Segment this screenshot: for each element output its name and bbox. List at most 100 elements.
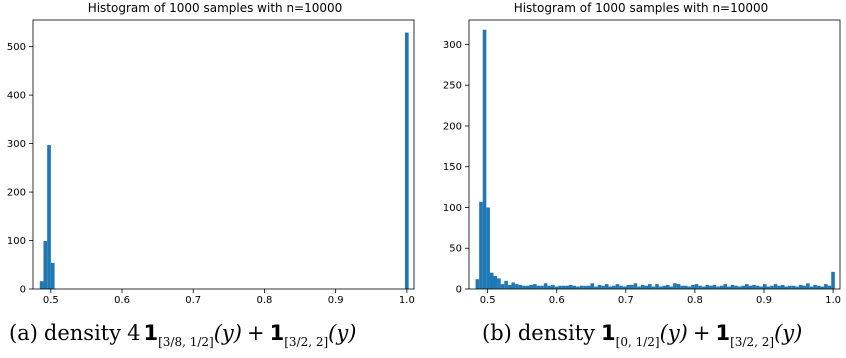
panel-b-bar-67 bbox=[716, 286, 720, 289]
panel-a-ytick-label-1: 100 bbox=[7, 236, 26, 247]
panel-b-ytick-label-2: 100 bbox=[443, 203, 462, 214]
caption-b-label: (b) bbox=[482, 321, 512, 345]
panel-b-bar-75 bbox=[745, 284, 749, 289]
panel-a-bar-3 bbox=[50, 262, 55, 289]
panel-b-bar-41 bbox=[622, 286, 627, 289]
panel-b-bar-87 bbox=[788, 285, 792, 289]
panel-a-axes-frame bbox=[32, 19, 415, 290]
caption-a-label: (a) bbox=[9, 321, 38, 345]
panel-b-bar-90 bbox=[798, 284, 803, 289]
panel-a-ytick-label-5: 500 bbox=[7, 42, 26, 53]
panel-b-ytick-label-3: 150 bbox=[443, 162, 462, 173]
panel-b-bar-88 bbox=[791, 285, 796, 289]
panel-b-bar-34 bbox=[597, 284, 602, 289]
panel-b-bar-54 bbox=[669, 286, 674, 289]
panel-b-bar-35 bbox=[601, 285, 605, 289]
panel-b-bar-2 bbox=[482, 29, 487, 290]
panel-b-bar-36 bbox=[604, 284, 609, 289]
caption-a-var1: (y) bbox=[214, 321, 242, 345]
panel-b-bar-63 bbox=[701, 286, 706, 289]
panel-a-bars bbox=[39, 32, 409, 289]
panel-b-xtick-label-1: 0.6 bbox=[549, 295, 565, 306]
panel-b-bar-25 bbox=[565, 285, 569, 289]
panel-b-bar-14 bbox=[525, 285, 530, 289]
panel-b-bar-13 bbox=[522, 285, 526, 289]
panel-a-xtick-label-1: 0.6 bbox=[114, 295, 130, 306]
panel-a-xtick-label-5: 1.0 bbox=[399, 295, 415, 306]
panel-b-ytick-label-5: 250 bbox=[443, 81, 462, 92]
panel-b-bar-80 bbox=[762, 284, 767, 289]
panel-b-xtick-label-5: 1.0 bbox=[825, 295, 841, 306]
panel-a-xtick-label-0: 0.5 bbox=[43, 295, 59, 306]
panel-b-bar-20 bbox=[547, 285, 551, 289]
panel-b-bar-40 bbox=[619, 285, 623, 289]
panel-b-bar-61 bbox=[694, 284, 699, 289]
panel-b-bar-42 bbox=[626, 284, 631, 289]
panel-b-bar-44 bbox=[633, 283, 638, 289]
panel-b-bar-49 bbox=[651, 286, 656, 289]
panel-b-bar-29 bbox=[579, 285, 584, 289]
caption-a-ind2-sub: [3/2, 2] bbox=[284, 335, 328, 349]
panel-b-bar-71 bbox=[730, 284, 735, 289]
panel-a-bar-2 bbox=[47, 145, 51, 289]
panel-b-bar-32 bbox=[590, 283, 595, 289]
panel-b-bar-86 bbox=[784, 286, 789, 289]
panel-b-bar-31 bbox=[586, 285, 591, 289]
panel-b-ytick-label-0: 0 bbox=[456, 285, 462, 296]
caption-a-ind1-sub: [3/8, 1/2] bbox=[158, 335, 214, 349]
panel-b-bar-1 bbox=[479, 201, 483, 289]
panel-b-bars bbox=[475, 29, 835, 290]
panel-b-bar-92 bbox=[806, 283, 810, 289]
panel-b-bar-45 bbox=[637, 286, 641, 289]
panel-b-bar-94 bbox=[813, 284, 817, 289]
panel-b-bar-65 bbox=[709, 285, 713, 289]
panel-b-bar-73 bbox=[737, 286, 742, 289]
panel-b-bar-12 bbox=[518, 284, 523, 289]
caption-a-word: density bbox=[44, 321, 121, 345]
panel-b-bar-62 bbox=[698, 285, 702, 289]
panel-b-bar-66 bbox=[712, 284, 717, 289]
panel-b-bar-60 bbox=[691, 284, 695, 289]
panel-a-bar-1 bbox=[43, 241, 48, 289]
caption-b-var1: (y) bbox=[660, 321, 688, 345]
panel-b-bar-28 bbox=[576, 286, 580, 289]
panel-b-bar-30 bbox=[583, 285, 587, 289]
caption-b-word: density bbox=[518, 321, 595, 345]
panel-b-bar-69 bbox=[723, 284, 728, 289]
panel-b-bar-6 bbox=[497, 278, 501, 289]
caption-b-ind1-sub: [0, 1/2] bbox=[616, 335, 660, 349]
panel-b-bar-76 bbox=[748, 285, 753, 289]
panel-b-bar-15 bbox=[529, 284, 534, 289]
panel-b-ytick-label-6: 300 bbox=[443, 40, 462, 51]
panel-b-bar-33 bbox=[594, 286, 598, 289]
panel-a-ytick-label-3: 300 bbox=[7, 139, 26, 150]
panel-b-bar-83 bbox=[773, 284, 778, 289]
caption-b-ind2-sub: [3/2, 2] bbox=[730, 335, 774, 349]
panel-b-bar-78 bbox=[755, 285, 760, 289]
panel-b-bar-58 bbox=[683, 285, 688, 289]
panel-b-bar-24 bbox=[561, 285, 566, 289]
histogram-panel-a: Histogram of 1000 samples with n=10000 0… bbox=[7, 1, 415, 306]
panel-b-bar-51 bbox=[658, 286, 663, 289]
histogram-panel-b: Histogram of 1000 samples with n=10000 0… bbox=[443, 1, 841, 306]
panel-b-bar-47 bbox=[644, 285, 648, 289]
panel-b-bar-77 bbox=[752, 284, 756, 289]
caption-a-coef: 4 bbox=[127, 321, 140, 345]
panel-a-xtick-label-4: 0.9 bbox=[328, 295, 344, 306]
panel-b-bar-79 bbox=[759, 286, 763, 289]
panel-b-caption: (b) density 1[0, 1/2](y) +1[3/2, 2](y) bbox=[482, 321, 802, 349]
panel-b-bar-57 bbox=[680, 285, 684, 289]
panel-b-bar-85 bbox=[780, 284, 785, 289]
panel-a-ytick-label-4: 400 bbox=[7, 91, 26, 102]
panel-b-bar-98 bbox=[827, 285, 832, 289]
panel-b-bar-8 bbox=[504, 280, 508, 289]
panel-b-bar-56 bbox=[676, 284, 681, 289]
panel-b-xtick-label-0: 0.5 bbox=[480, 295, 496, 306]
panel-b-bar-50 bbox=[655, 284, 659, 289]
panel-b-bar-16 bbox=[533, 284, 537, 289]
panel-b-bar-10 bbox=[511, 282, 516, 289]
panel-b-bar-3 bbox=[486, 207, 490, 289]
panel-b-bar-7 bbox=[500, 284, 505, 289]
